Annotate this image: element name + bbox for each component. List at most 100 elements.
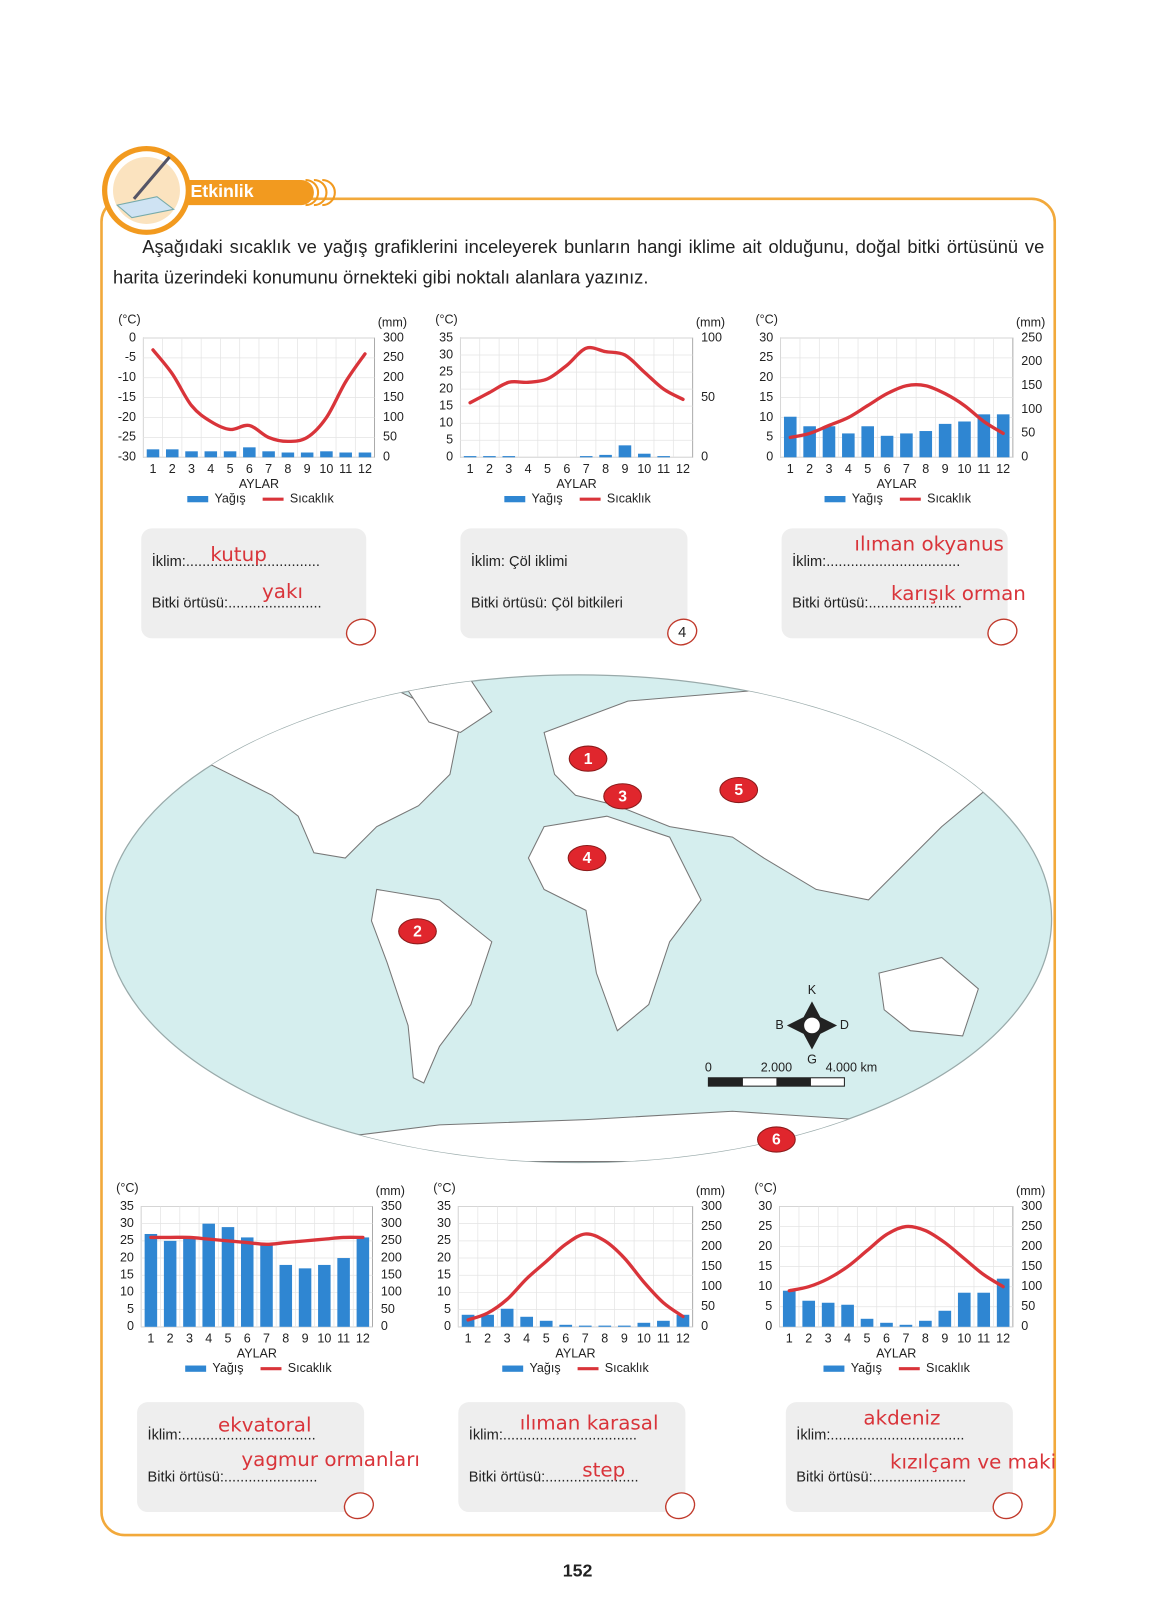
- y2-tick-label: 50: [701, 390, 715, 404]
- precip-bar: [223, 451, 237, 458]
- vegetation-answer: kızılçam ve maki: [890, 1450, 1056, 1473]
- y-tick-label: 5: [765, 1299, 772, 1313]
- y-tick-label: 10: [120, 1285, 134, 1299]
- x-tick-label: 5: [227, 462, 234, 476]
- x-tick-label: 5: [224, 1332, 231, 1346]
- x-tick-label: 9: [942, 462, 949, 476]
- x-tick-label: 3: [504, 1332, 511, 1346]
- y2-tick-label: 250: [1021, 330, 1042, 344]
- precip-bar: [676, 1314, 690, 1327]
- activity-label: Etkinlik: [190, 181, 253, 201]
- x-axis-label: AYLAR: [555, 1346, 595, 1360]
- position-circle: [343, 1492, 375, 1520]
- x-tick-label: 10: [957, 1332, 971, 1346]
- climate-answer: ekvatoral: [218, 1414, 312, 1437]
- x-tick-label: 9: [621, 462, 628, 476]
- y-axis-label: (°C): [435, 313, 457, 327]
- precip-bar: [356, 1237, 370, 1327]
- legend-swatch: [823, 1365, 845, 1372]
- x-tick-label: 4: [523, 1332, 530, 1346]
- y2-axis-label: (mm): [696, 1184, 725, 1198]
- y-axis-label: (°C): [755, 313, 777, 327]
- y-tick-label: 15: [437, 1268, 451, 1282]
- y2-tick-label: 0: [1021, 450, 1028, 464]
- y-tick-label: -25: [118, 430, 136, 444]
- map-marker-label: 5: [734, 782, 743, 799]
- climate-chart: 05101520253035050100150200250300350(°C)(…: [116, 1181, 405, 1375]
- x-tick-label: 12: [676, 1332, 690, 1346]
- position-circle: [992, 1492, 1023, 1520]
- y-tick-label: 15: [758, 1259, 772, 1273]
- x-tick-label: 8: [282, 1332, 289, 1346]
- instruction: Aşağıdaki sıcaklık ve yağış grafiklerini…: [113, 236, 1045, 288]
- y-tick-label: 15: [120, 1268, 134, 1282]
- position-number: 4: [678, 625, 686, 641]
- precip-bar: [202, 1223, 215, 1327]
- climate-answer: ılıman okyanus: [854, 533, 1003, 556]
- precip-bar: [358, 452, 372, 458]
- precip-bar: [520, 1316, 534, 1327]
- vegetation-label: Bitki örtüsü:.......................: [148, 1469, 318, 1485]
- position-circle: [987, 618, 1018, 646]
- precip-bar: [957, 1292, 971, 1327]
- legend-swatch: [504, 495, 526, 503]
- precip-bar: [279, 1264, 293, 1327]
- x-axis-label: AYLAR: [876, 1346, 916, 1360]
- y-tick-label: -10: [118, 370, 136, 384]
- vegetation-answer: step: [582, 1459, 625, 1482]
- map-marker: [567, 844, 607, 872]
- legend-label: Sıcaklık: [605, 1361, 650, 1375]
- answer-box: İklim: Çöl iklimi Bitki örtüsü: Çöl bitki…: [460, 528, 698, 646]
- x-tick-label: 2: [805, 1332, 812, 1346]
- precip-bar: [938, 423, 952, 458]
- y-tick-label: -5: [125, 350, 136, 364]
- y2-axis-label: (mm): [376, 1184, 405, 1198]
- y2-tick-label: 100: [701, 1279, 722, 1293]
- x-tick-label: 7: [263, 1332, 270, 1346]
- map-marker-label: 3: [618, 788, 627, 805]
- vegetation-label: Bitki örtüsü:.......................: [469, 1469, 639, 1485]
- instruction-box: Aşağıdaki sıcaklık ve yağış grafiklerini…: [113, 236, 1045, 288]
- temperature-line: [468, 345, 685, 405]
- precip-bar: [618, 445, 632, 458]
- climate-answer: ılıman karasal: [520, 1412, 659, 1435]
- y2-tick-label: 50: [1021, 426, 1035, 440]
- precip-bar: [463, 456, 477, 458]
- y2-tick-label: 100: [383, 410, 404, 424]
- x-tick-label: 4: [845, 462, 852, 476]
- temperature-line: [149, 1235, 365, 1246]
- y2-tick-label: 0: [701, 450, 708, 464]
- y-tick-label: 20: [758, 1239, 772, 1253]
- y-tick-label: 30: [439, 347, 453, 361]
- map-marker-label: 4: [583, 850, 592, 867]
- x-tick-label: 3: [186, 1332, 193, 1346]
- x-tick-label: 2: [167, 1332, 174, 1346]
- precip-bar: [221, 1227, 235, 1327]
- y-tick-label: 25: [758, 1219, 772, 1233]
- x-tick-label: 12: [356, 1332, 370, 1346]
- map-marker: [603, 783, 642, 810]
- legend-label: Yağış: [212, 1361, 243, 1375]
- page-number: 152: [563, 1560, 593, 1580]
- x-tick-label: 6: [562, 1332, 569, 1346]
- y-tick-label: 0: [766, 450, 773, 464]
- y-tick-label: 25: [437, 1233, 451, 1247]
- x-tick-label: 7: [582, 1332, 589, 1346]
- position-circle: [665, 1492, 696, 1520]
- precip-bar: [958, 421, 971, 458]
- precip-bar: [339, 452, 352, 458]
- y2-tick-label: 100: [1021, 402, 1042, 416]
- y-tick-label: 5: [446, 433, 453, 447]
- compass-letter: D: [840, 1018, 849, 1032]
- climate-label: İklim:.................................: [469, 1426, 637, 1444]
- y-axis-label: (°C): [118, 313, 140, 327]
- climate-label: İklim:.................................: [796, 1426, 964, 1444]
- precip-bar: [240, 1237, 254, 1327]
- precip-bar: [481, 1314, 494, 1327]
- y-tick-label: 30: [758, 1199, 772, 1213]
- vegetation-label: Bitki örtüsü:.......................: [796, 1469, 966, 1485]
- y2-tick-label: 0: [381, 1319, 388, 1333]
- precip-bar: [880, 435, 894, 458]
- x-tick-label: 3: [188, 462, 195, 476]
